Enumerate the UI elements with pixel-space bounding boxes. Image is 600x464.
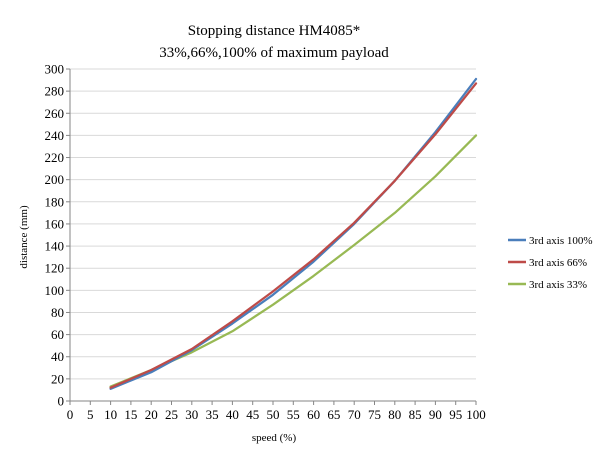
x-tick-label: 85 xyxy=(409,407,422,422)
y-tick-label: 280 xyxy=(45,84,65,99)
x-tick-label: 0 xyxy=(67,407,74,422)
x-tick-label: 10 xyxy=(104,407,117,422)
y-tick-label: 80 xyxy=(51,305,64,320)
x-tick-labels: 0 5 10 15 20 25 30 35 40 45 50 55 60 65 70 75 80 85 90 95 10… xyxy=(67,407,486,422)
legend-label: 3rd axis 66% xyxy=(529,257,587,269)
axes xyxy=(66,68,477,405)
y-tick-label: 100 xyxy=(45,283,65,298)
gridlines xyxy=(70,68,476,380)
y-tick-label: 220 xyxy=(45,150,65,165)
y-tick-labels: 0 20 40 60 80 100 120 140 160 180 200 220 240 260 280 3… xyxy=(45,62,65,409)
x-tick-label: 30 xyxy=(185,407,198,422)
y-tick-label: 240 xyxy=(45,128,65,143)
x-tick-label: 45 xyxy=(246,407,259,422)
x-tick-label: 70 xyxy=(348,407,361,422)
x-tick-label: 35 xyxy=(206,407,219,422)
series-line-3 xyxy=(109,134,478,388)
series-line-1 xyxy=(109,77,478,390)
y-tick-label: 260 xyxy=(45,106,65,121)
x-tick-label: 20 xyxy=(145,407,158,422)
legend-label: 3rd axis 33% xyxy=(529,279,587,291)
x-tick-label: 65 xyxy=(327,407,340,422)
y-tick-label: 120 xyxy=(45,261,65,276)
y-tick-label: 60 xyxy=(51,327,64,342)
x-tick-label: 75 xyxy=(368,407,381,422)
x-tick-label: 80 xyxy=(388,407,401,422)
x-tick-label: 95 xyxy=(449,407,462,422)
legend: 3rd axis 100% 3rd axis 66% 3rd axis 33% xyxy=(508,235,593,291)
y-tick-label: 200 xyxy=(45,172,65,187)
x-tick-label: 55 xyxy=(287,407,300,422)
x-tick-label: 50 xyxy=(267,407,280,422)
y-tick-label: 180 xyxy=(45,194,65,209)
x-axis-label: speed (%) xyxy=(252,432,297,444)
series-line-2 xyxy=(109,82,478,389)
y-tick-label: 140 xyxy=(45,239,65,254)
y-tick-label: 20 xyxy=(51,371,64,386)
x-tick-label: 5 xyxy=(87,407,94,422)
y-tick-label: 160 xyxy=(45,216,65,231)
series-lines xyxy=(109,77,478,390)
x-tick-label: 25 xyxy=(165,407,178,422)
y-tick-label: 0 xyxy=(58,394,65,409)
y-tick-label: 40 xyxy=(51,349,64,364)
y-tick-label: 300 xyxy=(45,62,65,77)
y-axis-label: distance (mm) xyxy=(18,205,30,269)
x-tick-label: 15 xyxy=(124,407,137,422)
chart-title: Stopping distance HM4085* xyxy=(188,23,361,39)
x-tick-label: 40 xyxy=(226,407,239,422)
x-tick-label: 90 xyxy=(429,407,442,422)
x-tick-label: 100 xyxy=(466,407,486,422)
legend-label: 3rd axis 100% xyxy=(529,235,593,247)
x-tick-label: 60 xyxy=(307,407,320,422)
chart-subtitle: 33%,66%,100% of maximum payload xyxy=(159,45,389,61)
